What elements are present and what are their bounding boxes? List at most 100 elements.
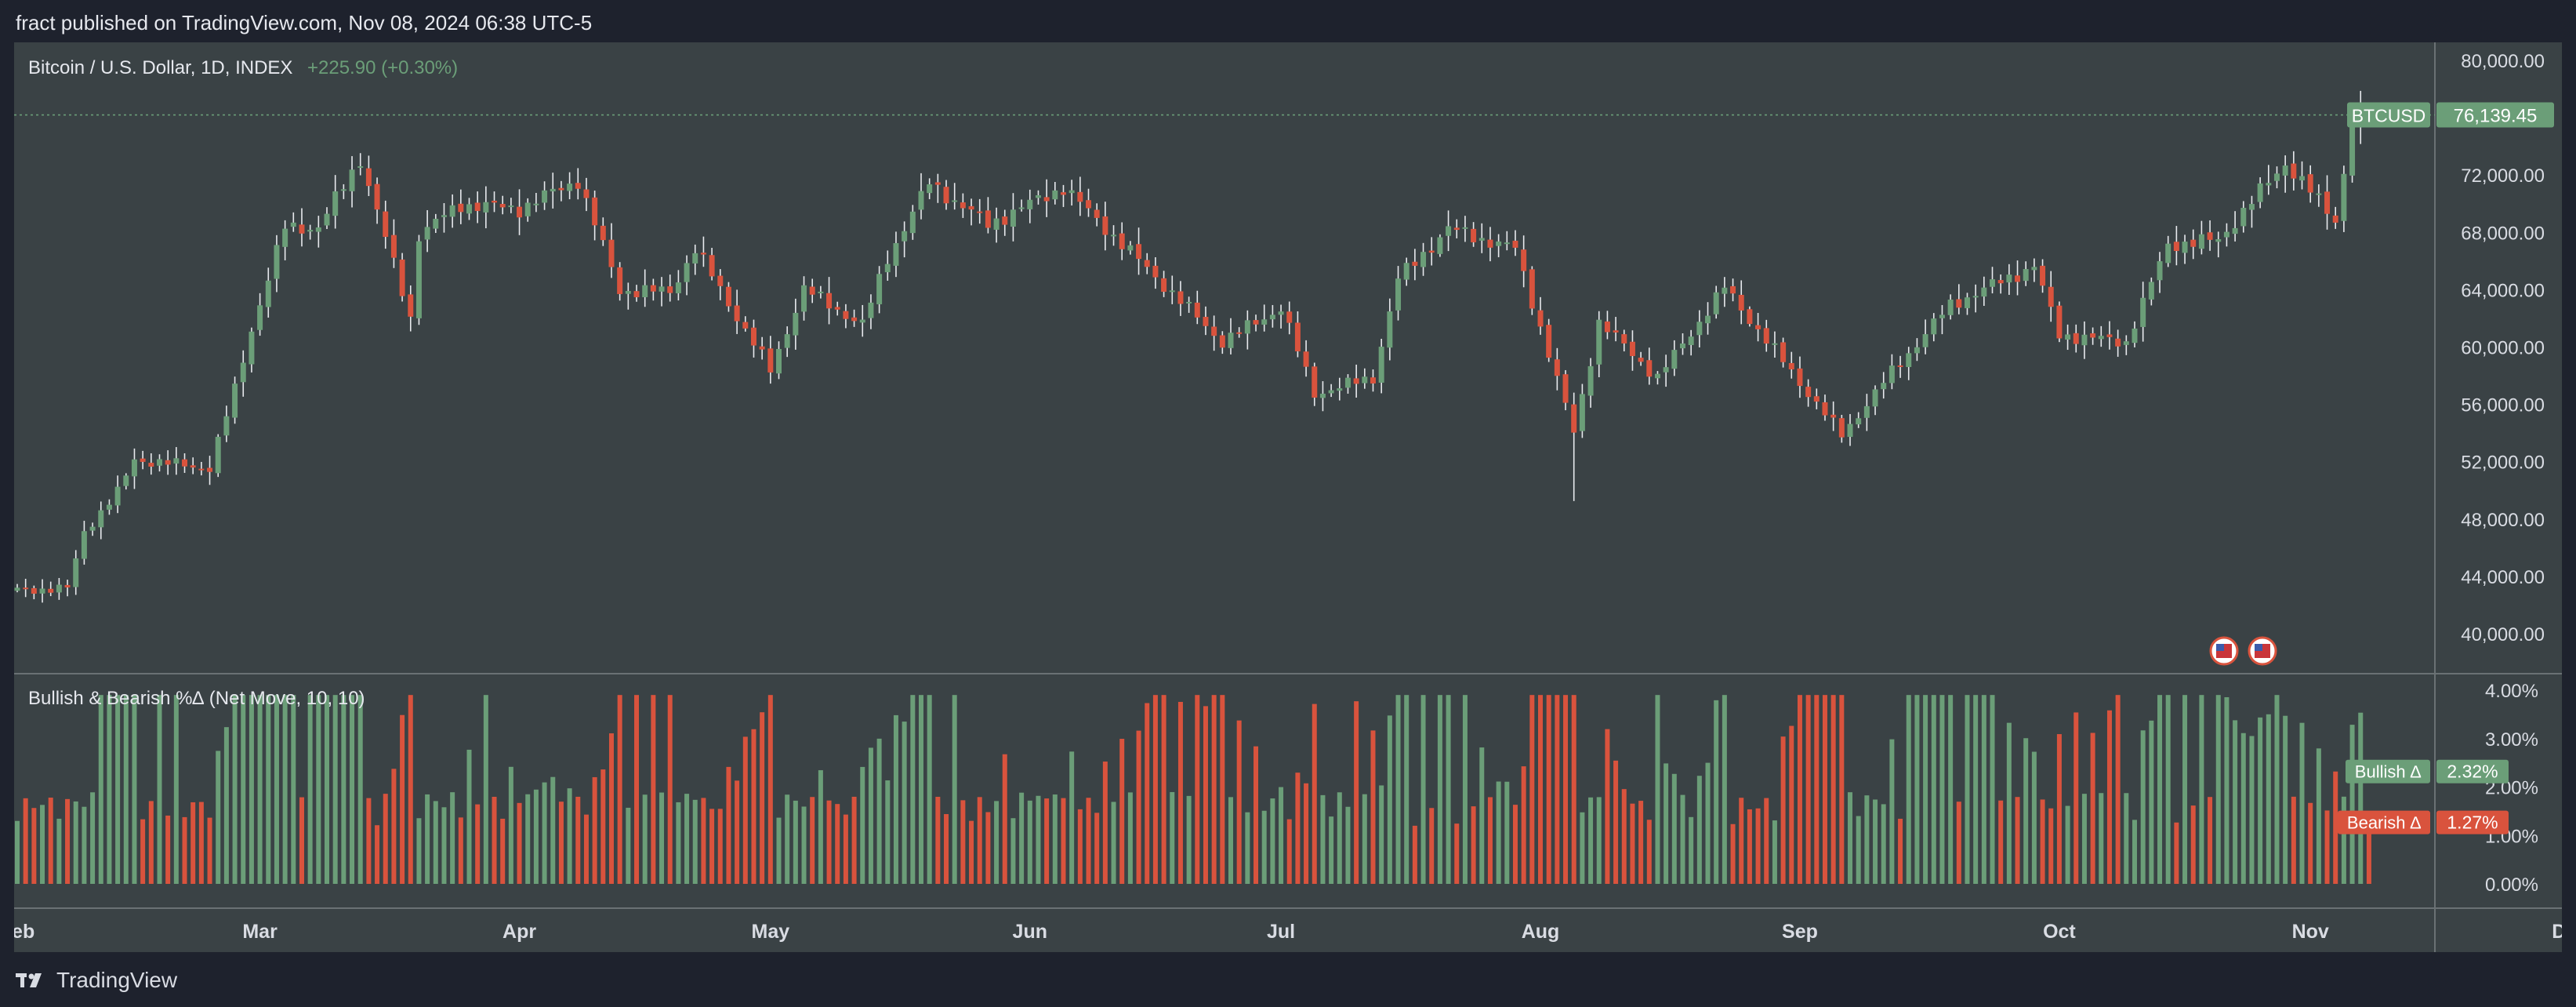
oscillator-bar — [2073, 712, 2079, 884]
candle-body — [441, 215, 447, 217]
oscillator-bar — [1279, 787, 1284, 884]
candle-body — [2332, 215, 2338, 223]
candle-body — [2123, 341, 2129, 345]
oscillator-bar — [1696, 776, 1702, 884]
candle-body — [2207, 232, 2213, 240]
candle-body — [1035, 194, 1041, 198]
oscillator-bar — [2324, 810, 2330, 884]
candle-body — [131, 459, 137, 477]
oscillator-bar — [1722, 695, 1727, 884]
oscillator-bar — [1203, 706, 1208, 884]
oscillator-bar — [893, 714, 898, 884]
candle-body — [106, 504, 112, 510]
candle-body — [1337, 388, 1343, 391]
oscillator-bar — [1052, 794, 1058, 884]
oscillator-bar — [2040, 799, 2045, 884]
oscillator-bar — [1839, 695, 1845, 884]
oscillator-bar — [1195, 695, 1200, 884]
oscillator-tick-label: 0.00% — [2485, 874, 2538, 896]
candle-body — [1370, 377, 1376, 384]
candle-body — [1763, 328, 1769, 344]
oscillator-bar — [1789, 725, 1794, 884]
oscillator-bar — [1797, 695, 1802, 884]
oscillator-bar — [1730, 823, 1736, 884]
price-tick-label: 68,000.00 — [2461, 223, 2545, 244]
oscillator-bar — [1286, 819, 1292, 884]
oscillator-bar — [341, 695, 346, 884]
oscillator-bar — [918, 695, 923, 884]
time-tick-label: Sep — [1782, 921, 1818, 943]
candle-body — [952, 200, 958, 202]
candle-body — [2031, 267, 2037, 271]
candle-body — [182, 459, 188, 467]
candle-body — [2048, 286, 2054, 307]
tradingview-logo[interactable]: TradingView — [16, 968, 177, 993]
oscillator-bar — [709, 809, 715, 884]
oscillator-bar — [1546, 695, 1551, 884]
candle-body — [1144, 260, 1150, 267]
bearish-badge — [2338, 810, 2430, 834]
candle-body — [1496, 241, 1502, 246]
last-price-value: 76,139.45 — [2454, 106, 2538, 127]
chart-canvas[interactable]: 80,000.00 72,000.00 68,000.00 64,000.00 60,0… — [14, 42, 2562, 952]
candle-body — [1353, 378, 1359, 384]
oscillator-bar — [1236, 720, 1242, 884]
candle-body — [1780, 342, 1787, 362]
oscillator-bar — [123, 695, 129, 884]
price-tick-label: 64,000.00 — [2461, 280, 2545, 301]
time-tick-label: Apr — [503, 921, 536, 943]
candle-body — [567, 184, 573, 191]
oscillator-bar — [1630, 803, 1635, 884]
candle-body — [1914, 347, 1920, 354]
candle-body — [1378, 347, 1384, 383]
candle-body — [1344, 377, 1351, 388]
candle-body — [390, 234, 397, 258]
candle-body — [1805, 387, 1812, 398]
candle-body — [592, 197, 598, 226]
oscillator-bar — [441, 807, 447, 884]
candle-body — [198, 468, 205, 471]
candle-body — [633, 291, 640, 298]
candle-body — [1211, 326, 1217, 336]
candle-body — [508, 205, 514, 208]
oscillator-bar — [366, 798, 372, 884]
candle-body — [2341, 173, 2347, 221]
oscillator-bar — [98, 695, 103, 884]
candle-body — [1922, 334, 1928, 347]
oscillator-bar — [1404, 695, 1410, 884]
oscillator-bar — [994, 801, 1000, 884]
oscillator-bar — [1588, 797, 1594, 884]
oscillator-bar — [810, 797, 815, 884]
candle-body — [1027, 199, 1033, 209]
oscillator-bar — [375, 825, 380, 884]
candle-body — [1755, 325, 1761, 329]
candle-body — [1152, 265, 1159, 278]
candle-body — [1219, 335, 1225, 348]
candle-body — [1722, 287, 1728, 294]
time-tick-label: Feb — [14, 921, 34, 943]
candle-body — [1956, 299, 1962, 308]
oscillator-bar — [165, 815, 171, 884]
candle-body — [2015, 275, 2021, 282]
candle-body — [349, 169, 355, 191]
oscillator-bar — [1044, 798, 1050, 884]
oscillator-bar — [776, 817, 782, 884]
candle-body — [81, 531, 87, 559]
candle-body — [232, 384, 238, 418]
bullish-value-badge — [2436, 759, 2509, 783]
oscillator-bar — [927, 695, 932, 884]
candle-body — [148, 463, 154, 467]
oscillator-bar — [935, 796, 941, 884]
candle-body — [265, 280, 271, 307]
candle-body — [2291, 163, 2297, 179]
oscillator-bar — [1755, 808, 1761, 884]
candle-body — [2282, 165, 2288, 176]
oscillator-bar — [1889, 739, 1895, 884]
chart-area[interactable]: 80,000.00 72,000.00 68,000.00 64,000.00 60,0… — [14, 42, 2562, 952]
candle-body — [826, 293, 833, 309]
oscillator-bar — [1069, 751, 1075, 884]
oscillator-bar — [31, 808, 37, 884]
candle-body — [474, 202, 481, 212]
price-tick-label: 40,000.00 — [2461, 624, 2545, 645]
candle-body — [1294, 322, 1301, 351]
